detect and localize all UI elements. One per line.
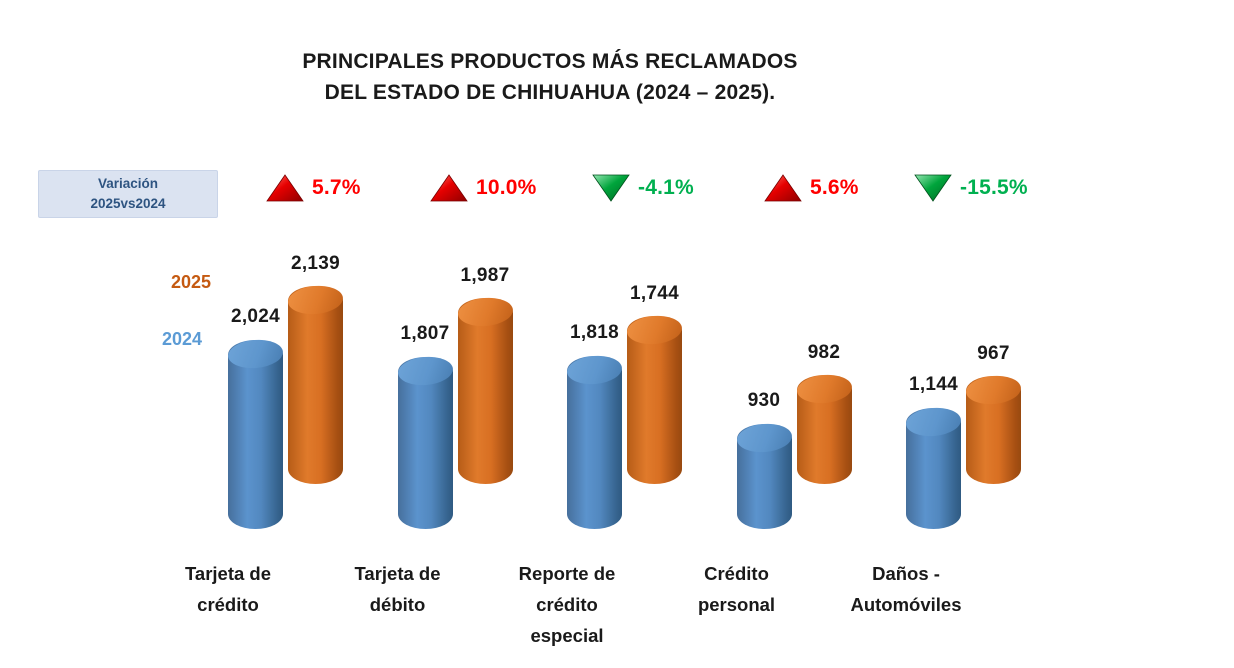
variation-indicator: 5.6% bbox=[764, 171, 859, 205]
bar-value-label-2025: 967 bbox=[977, 343, 1010, 365]
variation-percentage: 5.6% bbox=[810, 176, 859, 199]
category-label: Crédito personal bbox=[697, 563, 776, 615]
bar-2025 bbox=[796, 374, 852, 484]
variation-percentage: 10.0% bbox=[476, 176, 537, 199]
page-title-line1: PRINCIPALES PRODUCTOS MÁS RECLAMADOS bbox=[302, 50, 798, 73]
bar-2025 bbox=[288, 286, 343, 484]
bar-2024 bbox=[397, 356, 453, 529]
bar-value-label-2024: 1,818 bbox=[569, 321, 620, 343]
bar-value-label-2024: 2,024 bbox=[230, 305, 281, 327]
legend-2025-label: 2025 bbox=[171, 272, 212, 292]
bar-2024 bbox=[567, 355, 622, 529]
variation-box-line1: Variación bbox=[97, 176, 159, 191]
page-title-line2: DEL ESTADO DE CHIHUAHUA (2024 – 2025). bbox=[324, 81, 776, 104]
up-triangle-icon bbox=[764, 174, 802, 202]
bar-2025 bbox=[457, 297, 513, 484]
variation-indicator: -15.5% bbox=[914, 171, 1028, 205]
page-title: PRINCIPALES PRODUCTOS MÁS RECLAMADOS DEL… bbox=[150, 46, 950, 108]
variation-indicator: 5.7% bbox=[266, 171, 361, 205]
up-triangle-icon bbox=[266, 174, 304, 202]
bar-2025 bbox=[627, 316, 682, 484]
bar-value-label-2025: 1,744 bbox=[629, 283, 680, 305]
variation-percentage: 5.7% bbox=[312, 176, 361, 199]
category-label: Daños - Automóviles bbox=[850, 563, 962, 615]
down-triangle-icon bbox=[592, 174, 630, 202]
down-triangle-icon bbox=[914, 174, 952, 202]
bar-value-label-2025: 982 bbox=[807, 341, 841, 363]
bar-2025 bbox=[966, 376, 1021, 484]
up-triangle-icon bbox=[430, 174, 468, 202]
variation-percentage: -15.5% bbox=[960, 176, 1028, 199]
variation-box-line2: 2025vs2024 bbox=[90, 196, 166, 211]
variation-indicator: -4.1% bbox=[592, 171, 694, 205]
bar-2024 bbox=[736, 423, 792, 529]
category-label: Tarjeta de crédito bbox=[184, 563, 272, 615]
variation-percentage: -4.1% bbox=[638, 176, 694, 199]
bar-value-label-2024: 1,144 bbox=[908, 373, 959, 395]
category-label: Tarjeta de débito bbox=[354, 563, 441, 615]
variation-legend-box: Variación 2025vs2024 bbox=[38, 170, 218, 218]
bar-value-label-2025: 1,987 bbox=[460, 264, 510, 286]
category-label: Reporte de crédito especial bbox=[518, 563, 616, 646]
bar-value-label-2024: 930 bbox=[747, 389, 781, 411]
legend-2024-label: 2024 bbox=[162, 329, 203, 349]
variation-indicator: 10.0% bbox=[430, 171, 537, 205]
bar-2024 bbox=[906, 407, 961, 529]
bar-2024 bbox=[228, 339, 283, 529]
bar-value-label-2024: 1,807 bbox=[400, 322, 450, 344]
bar-value-label-2025: 2,139 bbox=[290, 253, 341, 275]
